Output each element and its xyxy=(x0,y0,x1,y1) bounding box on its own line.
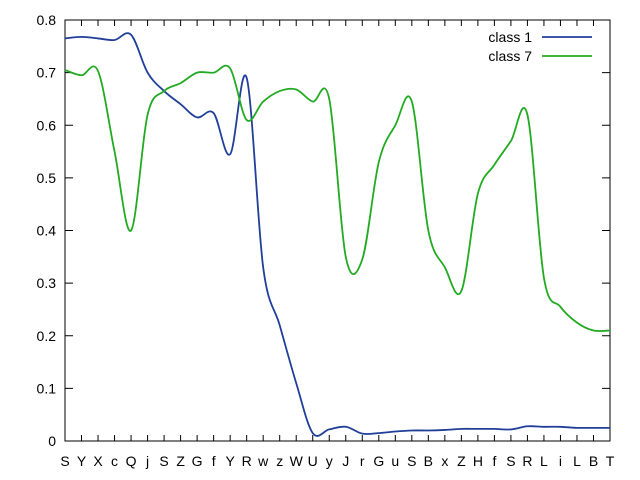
x-tick-label: x xyxy=(441,453,448,469)
x-tick-label: U xyxy=(308,453,318,469)
x-tick-label: S xyxy=(407,453,416,469)
x-tick-label: T xyxy=(606,453,615,469)
y-tick-label: 0.6 xyxy=(37,117,57,133)
x-tick-label: Z xyxy=(176,453,185,469)
legend-label-2: class 7 xyxy=(488,48,532,64)
x-tick-label: Y xyxy=(225,453,235,469)
y-tick-label: 0.3 xyxy=(37,275,57,291)
x-tick-label: Q xyxy=(126,453,137,469)
x-tick-label: B xyxy=(424,453,433,469)
y-axis: 0 0.1 0.2 0.3 0.4 0.5 0.6 0.7 0.8 xyxy=(37,12,610,449)
x-tick-label: S xyxy=(60,453,69,469)
legend-label-1: class 1 xyxy=(488,29,532,45)
x-tick-label: f xyxy=(212,453,216,469)
x-tick-label: u xyxy=(391,453,399,469)
y-tick-label: 0.7 xyxy=(37,65,57,81)
x-tick-label: R xyxy=(242,453,252,469)
x-tick-label: L xyxy=(540,453,548,469)
y-tick-label: 0.5 xyxy=(37,170,57,186)
legend: class 1 class 7 xyxy=(488,29,592,64)
x-tick-label: J xyxy=(342,453,349,469)
plot-frame xyxy=(64,19,611,442)
x-tick-label: W xyxy=(290,453,304,469)
x-tick-label: Y xyxy=(77,453,87,469)
y-tick-label: 0 xyxy=(48,433,56,449)
series-group xyxy=(64,32,611,437)
y-tick-label: 0.8 xyxy=(37,12,57,28)
x-tick-label: L xyxy=(573,453,581,469)
x-tick-label: S xyxy=(159,453,168,469)
x-tick-label: R xyxy=(522,453,532,469)
x-tick-label: H xyxy=(473,453,483,469)
series-line-1 xyxy=(64,32,610,437)
x-tick-label: G xyxy=(373,453,384,469)
x-tick-label: y xyxy=(326,453,333,469)
x-tick-label: c xyxy=(111,453,118,469)
x-tick-label: G xyxy=(192,453,203,469)
y-tick-label: 0.2 xyxy=(37,328,57,344)
x-tick-label: i xyxy=(559,453,562,469)
x-tick-label: B xyxy=(589,453,598,469)
x-tick-label: w xyxy=(257,453,269,469)
x-tick-label: Z xyxy=(457,453,466,469)
x-tick-label: j xyxy=(145,453,149,469)
y-tick-label: 0.1 xyxy=(37,380,57,396)
x-tick-label: S xyxy=(506,453,515,469)
x-tick-label: z xyxy=(276,453,283,469)
x-tick-label: r xyxy=(360,453,365,469)
x-tick-label: f xyxy=(492,453,496,469)
series-line-2 xyxy=(64,64,611,332)
y-tick-label: 0.4 xyxy=(37,223,57,239)
x-tick-label: X xyxy=(93,453,103,469)
